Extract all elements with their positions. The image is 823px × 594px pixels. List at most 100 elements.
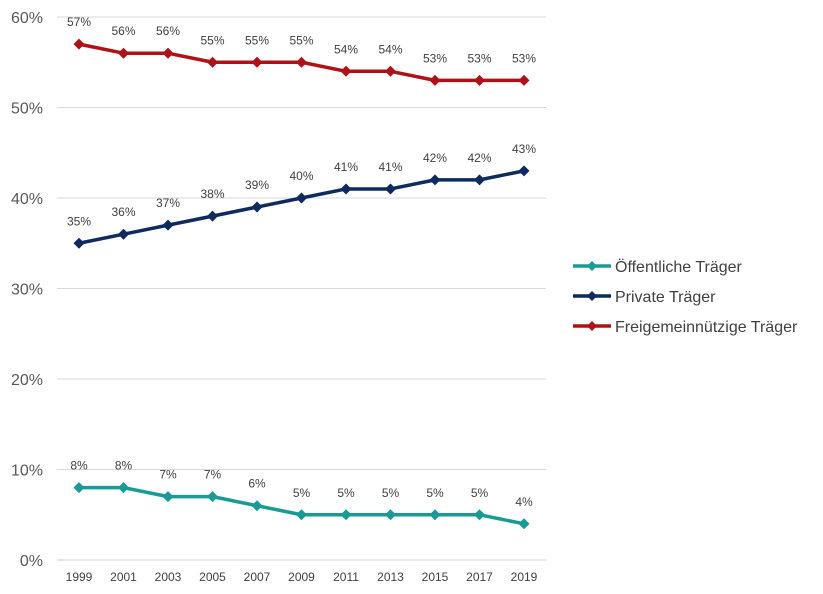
x-axis: 1999 2001 2003 2005 2007 2009 2011 2013 2015 2017… xyxy=(66,570,538,584)
x-tick-label: 2015 xyxy=(422,570,449,584)
data-point xyxy=(73,237,85,249)
data-label: 35% xyxy=(67,214,91,228)
legend-marker xyxy=(587,291,597,301)
x-tick-label: 2013 xyxy=(377,570,404,584)
x-tick-label: 1999 xyxy=(66,570,93,584)
data-label: 8% xyxy=(115,459,133,473)
y-tick-label: 10% xyxy=(11,463,43,480)
data-label: 54% xyxy=(334,42,358,56)
y-tick-label: 40% xyxy=(11,191,43,208)
data-point xyxy=(73,482,85,494)
legend-item-1: Private Träger xyxy=(573,289,716,306)
data-point xyxy=(474,509,485,521)
legend-marker xyxy=(587,321,597,331)
data-point xyxy=(429,509,441,521)
data-point xyxy=(207,491,218,503)
y-tick-label: 0% xyxy=(20,553,43,570)
x-tick-label: 2019 xyxy=(511,570,538,584)
data-label: 42% xyxy=(467,151,491,165)
data-label: 36% xyxy=(111,205,135,219)
data-point xyxy=(429,174,441,186)
legend-label: Öffentliche Träger xyxy=(615,258,743,276)
series-1: 35% 36% 37% 38% 39% 40% 41% 41% 42% 42% 43% xyxy=(67,142,536,249)
data-label: 55% xyxy=(200,33,224,47)
data-point xyxy=(385,509,396,521)
y-tick-label: 30% xyxy=(11,282,43,299)
data-label: 55% xyxy=(245,33,269,47)
data-point xyxy=(73,38,85,50)
data-point xyxy=(251,500,263,512)
y-axis: 0% 10% 20% 30% 40% 50% 60% xyxy=(11,10,43,570)
data-label: 37% xyxy=(156,196,180,210)
data-label: 5% xyxy=(293,486,311,500)
data-point xyxy=(207,56,218,68)
data-point xyxy=(118,482,129,494)
data-label: 57% xyxy=(67,15,91,29)
gridlines xyxy=(57,16,546,561)
x-tick-label: 2009 xyxy=(288,570,315,584)
y-tick-label: 60% xyxy=(11,10,43,27)
data-point xyxy=(118,228,129,240)
data-label: 53% xyxy=(512,51,536,65)
data-point xyxy=(162,491,174,503)
series-group: 8% 8% 7% 7% 6% 5% 5% 5% 5% 5% 4% 35% 36% 37% 38% 39% 40%… xyxy=(67,15,536,530)
data-point xyxy=(296,56,307,68)
y-tick-label: 50% xyxy=(11,101,43,118)
data-point xyxy=(340,509,352,521)
data-label: 7% xyxy=(159,468,177,482)
data-label: 5% xyxy=(471,486,489,500)
data-label: 38% xyxy=(200,187,224,201)
data-point xyxy=(251,56,263,68)
data-label: 43% xyxy=(512,142,536,156)
data-label: 39% xyxy=(245,178,269,192)
x-tick-label: 2005 xyxy=(199,570,226,584)
data-label: 4% xyxy=(515,495,533,509)
y-tick-label: 20% xyxy=(11,372,43,389)
data-label: 56% xyxy=(111,24,135,38)
data-point xyxy=(385,65,396,77)
data-point xyxy=(518,165,530,177)
data-label: 8% xyxy=(70,459,88,473)
legend-item-2: Freigemeinnützige Träger xyxy=(573,319,798,336)
data-label: 53% xyxy=(467,51,491,65)
data-label: 6% xyxy=(248,477,266,491)
data-label: 56% xyxy=(156,24,180,38)
data-point xyxy=(207,210,218,222)
data-point xyxy=(429,74,441,86)
x-tick-label: 2007 xyxy=(244,570,271,584)
data-point xyxy=(118,47,129,59)
data-label: 5% xyxy=(337,486,355,500)
data-label: 7% xyxy=(204,468,222,482)
data-label: 42% xyxy=(423,151,447,165)
data-point xyxy=(296,509,307,521)
data-label: 55% xyxy=(289,33,313,47)
data-point xyxy=(340,65,352,77)
data-label: 40% xyxy=(289,169,313,183)
data-label: 5% xyxy=(382,486,400,500)
data-point xyxy=(296,192,307,204)
data-point xyxy=(474,74,485,86)
x-tick-label: 2011 xyxy=(333,570,359,584)
x-tick-label: 2017 xyxy=(466,570,493,584)
x-tick-label: 2001 xyxy=(110,570,137,584)
series-0: 8% 8% 7% 7% 6% 5% 5% 5% 5% 5% 4% xyxy=(70,459,533,530)
x-tick-label: 2003 xyxy=(155,570,182,584)
series-2: 57% 56% 56% 55% 55% 55% 54% 54% 53% 53% 53% xyxy=(67,15,536,86)
legend-label: Freigemeinnützige Träger xyxy=(615,319,798,336)
data-point xyxy=(385,183,396,195)
data-point xyxy=(251,201,263,213)
data-label: 53% xyxy=(423,51,447,65)
data-point xyxy=(162,47,174,59)
data-point xyxy=(162,219,174,231)
data-point xyxy=(474,174,485,186)
legend-label: Private Träger xyxy=(615,289,716,306)
data-label: 41% xyxy=(334,160,358,174)
data-label: 41% xyxy=(378,160,402,174)
legend-marker xyxy=(587,261,597,271)
legend-item-0: Öffentliche Träger xyxy=(573,258,743,276)
data-point xyxy=(518,518,530,530)
data-label: 5% xyxy=(426,486,444,500)
data-point xyxy=(518,74,530,86)
data-point xyxy=(340,183,352,195)
